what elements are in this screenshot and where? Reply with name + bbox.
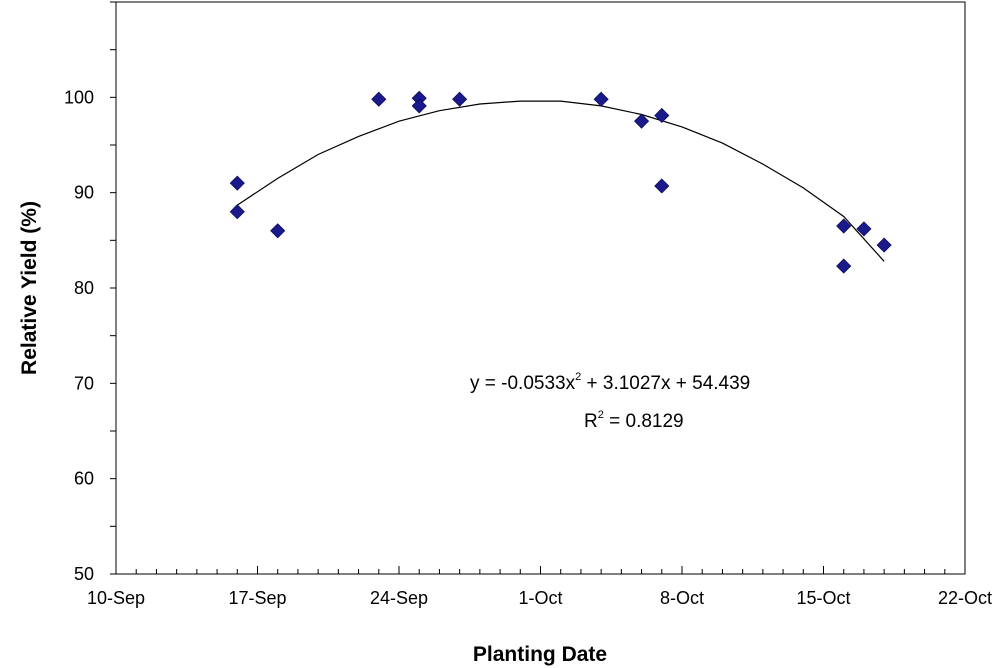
trendline	[236, 100, 885, 262]
plot-area	[115, 1, 966, 575]
y-axis-title: Relative Yield (%)	[18, 201, 41, 375]
data-point-marker	[371, 91, 387, 107]
data-point-marker	[229, 175, 245, 191]
r2-suffix: = 0.8129	[604, 411, 684, 432]
data-point-marker	[411, 98, 427, 114]
y-tick-label: 80	[74, 278, 94, 298]
data-point-marker	[229, 204, 245, 220]
data-point-marker	[634, 113, 650, 129]
r2-exponent: 2	[598, 409, 604, 421]
y-tick-label: 70	[74, 373, 94, 393]
x-tick-label: 17-Sep	[228, 588, 286, 608]
y-axis-tick-labels: 50 60 70 80 90 100	[64, 87, 94, 584]
y-axis-ticks	[110, 1, 116, 575]
data-point-marker	[856, 221, 872, 237]
data-point-marker	[836, 218, 852, 234]
x-axis-title: Planting Date	[473, 643, 607, 666]
x-tick-label: 15-Oct	[796, 588, 850, 608]
y-tick-label: 90	[74, 183, 94, 203]
data-points	[229, 90, 892, 274]
y-tick-label: 60	[74, 469, 94, 489]
x-axis-tick-labels: 10-Sep 17-Sep 24-Sep 1-Oct 8-Oct 15-Oct 22-Oct	[87, 588, 992, 608]
data-point-marker	[270, 223, 286, 239]
data-point-marker	[654, 178, 670, 194]
r2-base: R	[584, 411, 598, 432]
equation-exponent: 2	[575, 371, 581, 383]
x-tick-label: 22-Oct	[938, 588, 992, 608]
data-point-marker	[836, 258, 852, 274]
x-tick-label: 8-Oct	[660, 588, 704, 608]
equation-suffix: + 3.1027x + 54.439	[581, 373, 750, 394]
x-axis-ticks	[115, 566, 966, 574]
y-tick-label: 100	[64, 87, 94, 107]
y-tick-label: 50	[74, 564, 94, 584]
data-point-marker	[452, 91, 468, 107]
equation-annotation: y = -0.0533x2 + 3.1027x + 54.439	[470, 371, 750, 394]
x-tick-label: 24-Sep	[370, 588, 428, 608]
equation-prefix: y = -0.0533x	[470, 373, 576, 394]
data-point-marker	[654, 107, 670, 124]
data-point-marker	[876, 237, 892, 253]
data-point-marker	[593, 91, 609, 107]
x-tick-label: 1-Oct	[518, 588, 562, 608]
r-squared-annotation: R2 = 0.8129	[584, 409, 684, 432]
x-tick-label: 10-Sep	[87, 588, 145, 608]
